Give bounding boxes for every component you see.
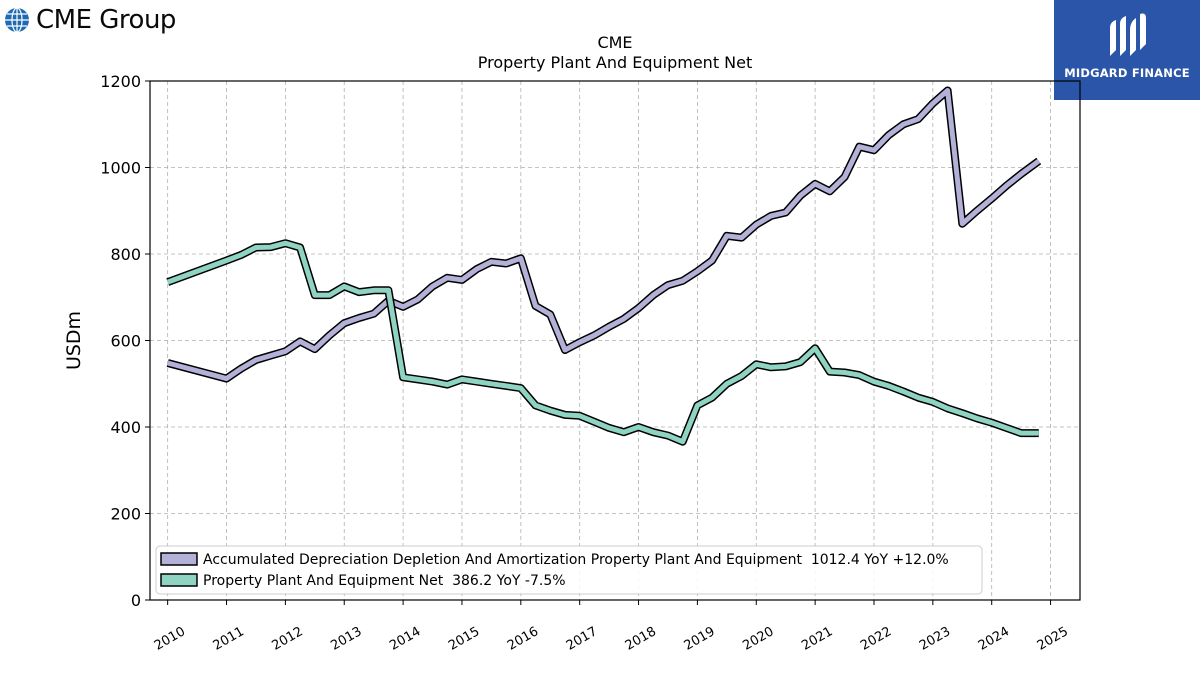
cme-group-logo: CME Group [4,4,176,36]
series-line-0 [167,88,1041,382]
y-tick-label: 0 [131,591,141,610]
x-tick-label: 2025 [1035,624,1071,654]
legend-swatch-1 [160,573,198,587]
x-tick-label: 2011 [211,624,247,654]
midgard-mark-icon [1110,13,1146,56]
legend-label-1: Property Plant And Equipment Net 386.2 Y… [203,573,566,589]
globe-icon [5,7,29,33]
x-tick-label: 2013 [328,624,364,654]
x-tick-label: 2021 [799,624,835,654]
x-tick-label: 2023 [917,624,953,654]
x-tick-label: 2019 [682,624,718,654]
x-tick-label: 2022 [858,624,894,654]
midgard-finance-logo: MIDGARD FINANCE [1054,0,1200,100]
series-line-1 [166,240,1039,445]
legend-box [155,545,983,595]
x-tick-label: 2017 [564,624,600,654]
chart-title: CME [597,33,632,52]
brand-left-text: CME Group [36,5,176,35]
y-tick-label: 200 [110,505,141,524]
x-tick-label: 2010 [152,624,188,654]
grid-lines [150,80,1080,601]
y-tick-label: 800 [110,245,141,264]
y-tick-label: 400 [110,418,141,437]
y-tick-label: 1000 [100,159,141,178]
y-tick-label: 600 [110,332,141,351]
x-tick-label: 2020 [740,624,776,654]
brand-right-text: MIDGARD FINANCE [1064,66,1190,80]
y-tick-label: 1200 [100,72,141,91]
x-tick-label: 2014 [387,624,423,654]
y-axis-label: USDm [63,311,85,370]
x-tick-label: 2018 [623,624,659,654]
x-tick-label: 2016 [505,624,541,654]
x-tick-label: 2012 [270,624,306,654]
series-outline-0 [166,86,1042,383]
legend-swatch-0 [160,552,198,566]
legend: Accumulated Depreciation Depletion And A… [155,545,983,595]
legend-label-0: Accumulated Depreciation Depletion And A… [203,552,949,568]
chart-subtitle: Property Plant And Equipment Net [478,53,753,72]
x-tick-label: 2024 [976,624,1012,654]
x-tick-label: 2015 [446,624,482,654]
